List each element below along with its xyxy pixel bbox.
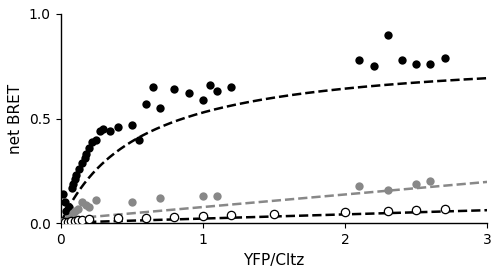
Point <box>114 125 122 129</box>
Point <box>228 213 235 217</box>
Point <box>384 188 392 192</box>
Point <box>128 123 136 127</box>
Point <box>412 208 420 212</box>
Point <box>85 205 93 209</box>
Point <box>78 218 86 222</box>
X-axis label: YFP/Cltz: YFP/Cltz <box>244 253 304 268</box>
Point <box>71 219 79 224</box>
Point <box>65 205 73 209</box>
Point <box>270 212 278 216</box>
Point <box>70 181 78 186</box>
Point <box>199 97 207 102</box>
Y-axis label: net BRET: net BRET <box>8 84 24 154</box>
Point <box>100 127 108 131</box>
Point <box>426 179 434 184</box>
Point <box>66 219 74 224</box>
Point <box>61 220 69 225</box>
Point <box>142 216 150 220</box>
Point <box>114 216 122 220</box>
Point <box>156 106 164 110</box>
Point <box>412 62 420 66</box>
Point <box>64 206 72 211</box>
Point <box>213 89 221 94</box>
Point <box>228 85 235 89</box>
Point <box>82 202 90 207</box>
Point <box>199 194 207 198</box>
Point <box>78 200 86 205</box>
Point <box>440 206 448 211</box>
Point <box>170 87 178 91</box>
Point <box>184 91 192 96</box>
Point <box>356 58 364 62</box>
Point <box>60 192 68 196</box>
Point <box>106 129 114 133</box>
Point <box>81 156 89 161</box>
Point <box>71 209 79 213</box>
Point <box>398 58 406 62</box>
Point <box>92 137 100 142</box>
Point <box>426 62 434 66</box>
Point <box>341 210 349 214</box>
Point <box>213 194 221 198</box>
Point <box>384 33 392 37</box>
Point <box>68 185 76 190</box>
Point <box>370 64 378 68</box>
Point <box>64 217 72 221</box>
Point <box>206 83 214 87</box>
Point <box>96 129 104 133</box>
Point <box>170 215 178 219</box>
Point <box>88 139 96 144</box>
Point <box>135 137 143 142</box>
Point <box>149 85 157 89</box>
Point <box>384 209 392 213</box>
Point <box>128 200 136 205</box>
Point <box>412 181 420 186</box>
Point <box>78 160 86 165</box>
Point <box>64 220 72 225</box>
Point <box>156 196 164 200</box>
Point <box>92 198 100 203</box>
Point <box>61 200 69 205</box>
Point <box>70 211 78 215</box>
Point <box>440 56 448 60</box>
Point <box>85 146 93 150</box>
Point <box>74 218 82 222</box>
Point <box>62 209 70 213</box>
Point <box>142 102 150 106</box>
Point <box>85 217 93 221</box>
Point <box>356 184 364 188</box>
Point <box>71 177 79 182</box>
Point <box>72 173 80 177</box>
Point <box>75 167 83 171</box>
Point <box>82 152 90 156</box>
Point <box>199 214 207 218</box>
Point <box>66 215 74 219</box>
Point <box>74 206 82 211</box>
